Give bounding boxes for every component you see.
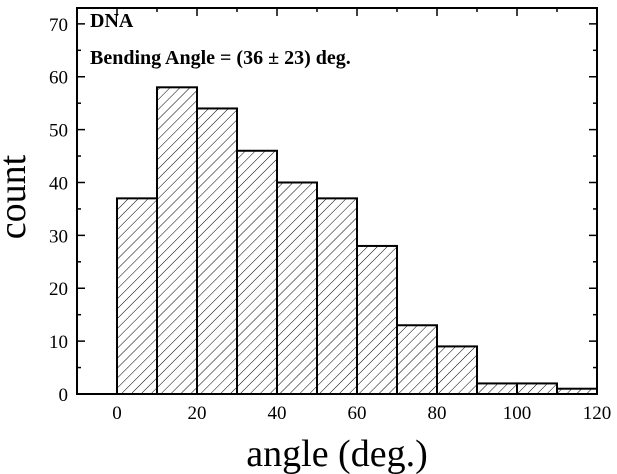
x-tick-label: 40 <box>268 403 287 424</box>
x-tick-label: 100 <box>503 403 532 424</box>
axes-group <box>76 7 598 395</box>
y-tick-label: 60 <box>49 68 68 89</box>
histogram-bar <box>276 181 318 395</box>
histogram-bar <box>156 86 198 396</box>
histogram-bar <box>316 197 358 395</box>
y-tick-label: 40 <box>49 173 68 194</box>
y-tick-label: 30 <box>49 226 68 247</box>
histogram-bar <box>356 244 398 395</box>
histogram-bar <box>116 197 158 395</box>
y-tick-label: 10 <box>49 332 68 353</box>
histogram-bar <box>436 345 478 395</box>
y-tick-label: 0 <box>59 385 69 406</box>
x-tick-label: 60 <box>348 403 367 424</box>
histogram-bar <box>396 324 438 396</box>
annotation-sample: DNA <box>90 10 134 32</box>
x-tick-label: 80 <box>428 403 447 424</box>
annotation-bending-angle: Bending Angle = (36 ± 23) deg. <box>90 47 351 69</box>
y-axis-title: count <box>0 154 34 239</box>
histogram-bar <box>236 149 278 395</box>
histogram-bar <box>196 107 238 395</box>
plot-frame <box>76 7 598 395</box>
y-tick-label: 70 <box>49 15 68 36</box>
histogram-bar <box>476 382 518 395</box>
x-tick-label: 20 <box>188 403 207 424</box>
x-axis-title: angle (deg.) <box>246 433 427 474</box>
y-tick-label: 20 <box>49 279 68 300</box>
x-tick-label: 120 <box>583 403 612 424</box>
y-tick-label: 50 <box>49 121 68 142</box>
histogram-bar <box>516 382 558 395</box>
ticks-group: 0 20 40 60 80 100 120 0 10 20 30 40 50 60 70 <box>49 8 611 424</box>
x-tick-label: 0 <box>112 403 122 424</box>
bars-group <box>116 86 598 396</box>
